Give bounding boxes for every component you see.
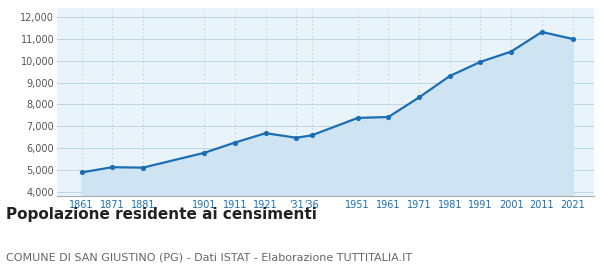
Point	[107, 165, 117, 169]
Point	[261, 131, 271, 136]
Point	[77, 170, 86, 175]
Point	[199, 151, 209, 155]
Point	[506, 49, 516, 54]
Text: COMUNE DI SAN GIUSTINO (PG) - Dati ISTAT - Elaborazione TUTTITALIA.IT: COMUNE DI SAN GIUSTINO (PG) - Dati ISTAT…	[6, 252, 412, 262]
Point	[230, 140, 240, 145]
Point	[292, 136, 301, 140]
Point	[307, 133, 316, 137]
Point	[537, 30, 547, 34]
Point	[414, 95, 424, 100]
Point	[568, 37, 577, 41]
Point	[445, 74, 455, 78]
Point	[383, 115, 393, 119]
Point	[476, 60, 485, 64]
Point	[138, 165, 148, 170]
Point	[353, 116, 362, 120]
Text: Popolazione residente ai censimenti: Popolazione residente ai censimenti	[6, 207, 317, 222]
